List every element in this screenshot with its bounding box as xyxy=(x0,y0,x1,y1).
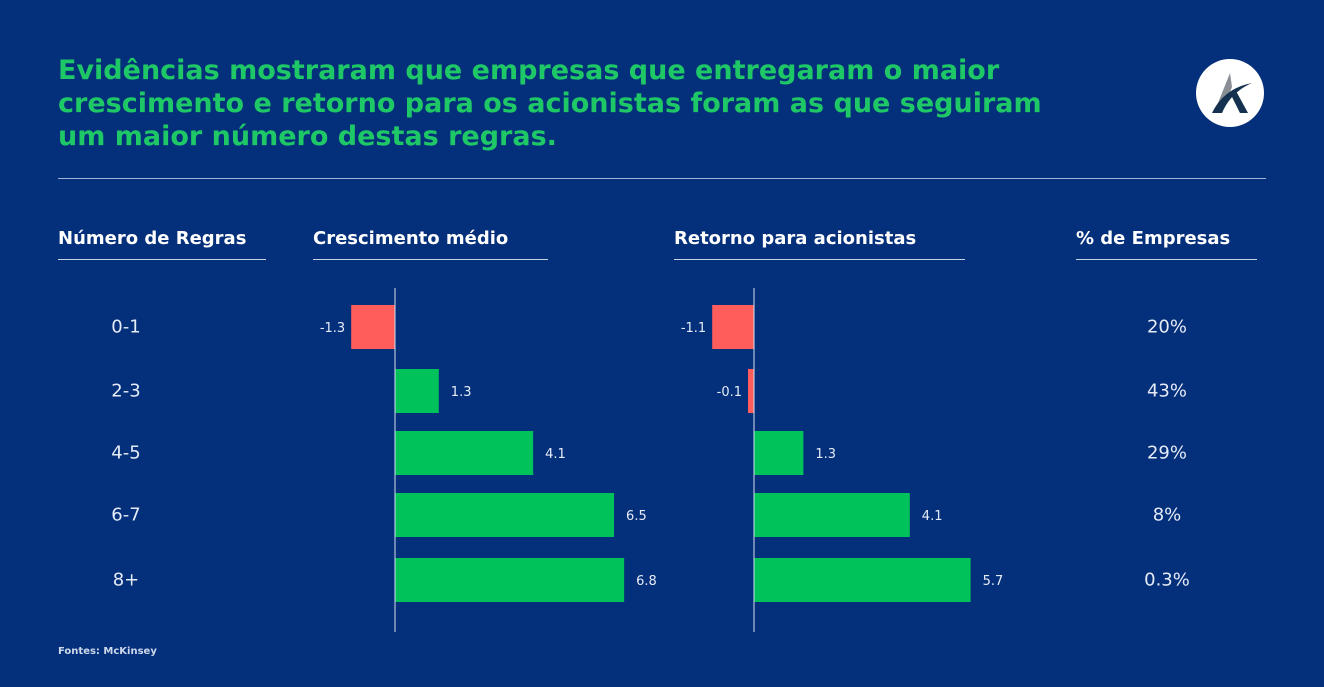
data-label: 5.7 xyxy=(983,574,1004,589)
bar xyxy=(754,558,971,602)
header-companies: % de Empresas xyxy=(1076,228,1257,260)
bar xyxy=(351,305,395,349)
data-label: -1.1 xyxy=(681,321,706,336)
bar xyxy=(748,369,754,413)
logo-a-icon xyxy=(1212,73,1252,113)
bar xyxy=(395,431,534,475)
bar xyxy=(395,369,439,413)
header-rules: Número de Regras xyxy=(58,228,266,260)
data-label: 4.1 xyxy=(922,509,943,524)
percent-companies: 29% xyxy=(1146,442,1187,464)
bar xyxy=(754,431,804,475)
bar xyxy=(754,493,910,537)
data-label: 1.3 xyxy=(815,447,836,462)
data-label: 6.8 xyxy=(636,574,657,589)
data-label: -0.1 xyxy=(717,385,742,400)
category-label: 0-1 xyxy=(111,316,141,338)
category-label: 6-7 xyxy=(111,504,141,526)
category-label: 4-5 xyxy=(111,442,141,464)
category-label: 8+ xyxy=(112,569,140,591)
percent-companies: 43% xyxy=(1146,380,1187,402)
data-label: -1.3 xyxy=(320,321,345,336)
data-label: 4.1 xyxy=(545,447,566,462)
header-growth: Crescimento médio xyxy=(313,228,548,260)
data-label: 1.3 xyxy=(451,385,472,400)
percent-companies: 0.3% xyxy=(1144,569,1190,591)
data-label: 6.5 xyxy=(626,509,647,524)
bar xyxy=(712,305,754,349)
bar xyxy=(395,558,625,602)
category-label: 2-3 xyxy=(111,380,141,402)
percent-companies: 20% xyxy=(1146,316,1187,338)
source-note: Fontes: McKinsey xyxy=(58,646,157,657)
bar xyxy=(395,493,615,537)
title-divider xyxy=(58,178,1266,179)
company-logo xyxy=(1196,59,1264,127)
percent-companies: 8% xyxy=(1152,504,1182,526)
header-return: Retorno para acionistas xyxy=(674,228,965,260)
page-title: Evidências mostraram que empresas que en… xyxy=(58,55,1042,152)
